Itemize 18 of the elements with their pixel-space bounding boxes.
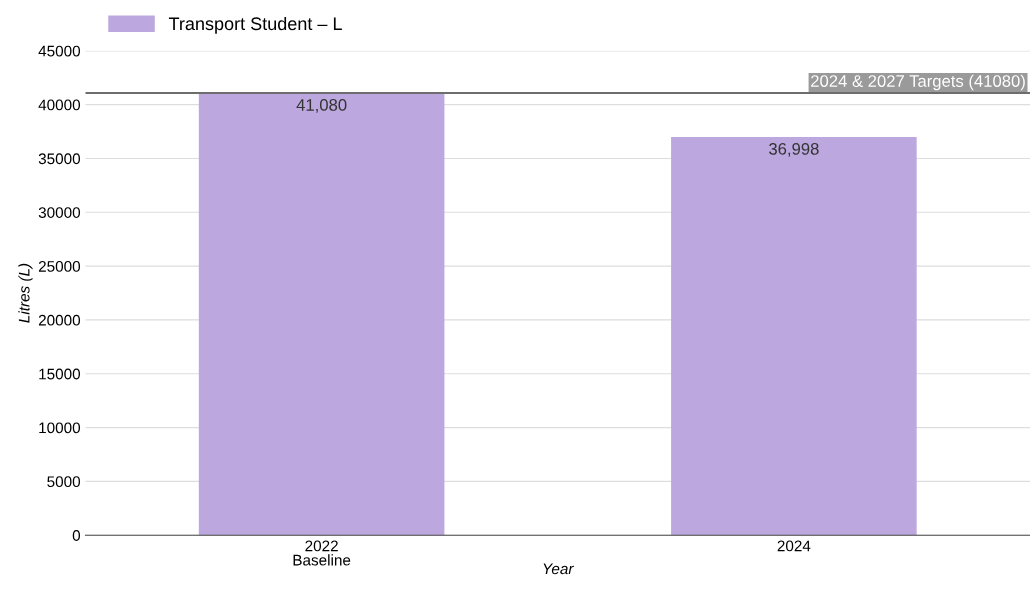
y-tick-label: 20000 [38,314,81,326]
y-tick-label: 40000 [38,99,81,111]
y-tick-label: 0 [72,530,81,541]
y-tick-label: 35000 [38,153,81,165]
ref-line-label: 2024 & 2027 Targets (41080) [811,74,1025,91]
y-axis-title: Litres (L) [18,263,33,323]
data-label: 41,080 [296,99,347,113]
x-tick-label: 2024 [777,540,811,552]
x-tick-label: 2022 Baseline [293,540,351,566]
legend-label: Transport Student – L [168,16,342,34]
y-tick-label: 10000 [39,422,81,434]
y-tick-label: 25000 [38,260,81,272]
y-tick-label: 15000 [39,368,81,380]
y-tick-label: 30000 [38,207,81,218]
y-tick-label: 45000 [38,45,81,57]
x-axis-title: Year [543,563,574,575]
data-label: 36,998 [769,142,819,157]
y-tick-label: 5000 [47,476,81,488]
